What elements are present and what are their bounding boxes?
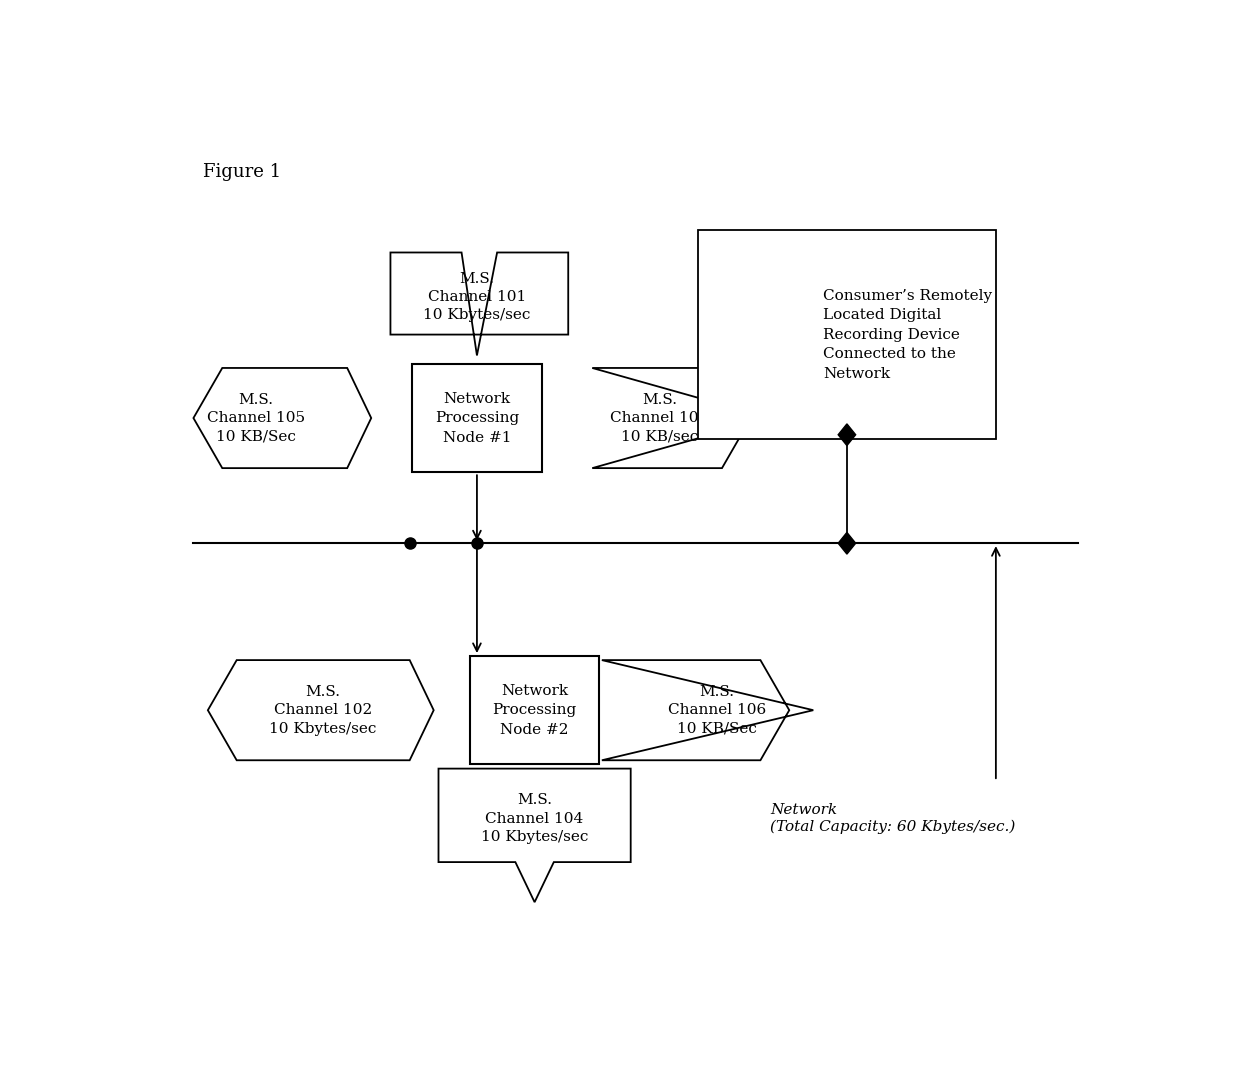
Polygon shape — [601, 660, 813, 760]
Polygon shape — [593, 367, 770, 468]
Text: M.S.
Channel 104
10 Kbytes/sec: M.S. Channel 104 10 Kbytes/sec — [481, 793, 588, 844]
Text: Figure 1: Figure 1 — [203, 164, 281, 181]
Text: Network
Processing
Node #1: Network Processing Node #1 — [435, 391, 520, 444]
Text: M.S.
Channel 102
10 Kbytes/sec: M.S. Channel 102 10 Kbytes/sec — [269, 685, 377, 736]
Text: M.S.
Channel 106
10 KB/Sec: M.S. Channel 106 10 KB/Sec — [668, 685, 766, 736]
Text: Consumer’s Remotely
Located Digital
Recording Device
Connected to the
Network: Consumer’s Remotely Located Digital Reco… — [823, 288, 992, 380]
Polygon shape — [193, 367, 371, 468]
Polygon shape — [208, 660, 434, 760]
Text: Network
Processing
Node #2: Network Processing Node #2 — [492, 684, 577, 737]
Text: M.S.
Channel 105
10 KB/Sec: M.S. Channel 105 10 KB/Sec — [207, 392, 305, 443]
Polygon shape — [838, 532, 856, 554]
Bar — [412, 364, 542, 473]
Polygon shape — [439, 769, 631, 902]
Bar — [698, 230, 996, 439]
Text: Network
(Total Capacity: 60 Kbytes/sec.): Network (Total Capacity: 60 Kbytes/sec.) — [770, 803, 1016, 834]
Polygon shape — [838, 424, 856, 446]
Polygon shape — [391, 253, 568, 356]
Text: M.S.
Channel 101
10 Kbytes/sec: M.S. Channel 101 10 Kbytes/sec — [423, 272, 531, 322]
Text: M.S.
Channel 103
10 KB/sec: M.S. Channel 103 10 KB/sec — [610, 392, 708, 443]
Bar — [470, 656, 599, 764]
